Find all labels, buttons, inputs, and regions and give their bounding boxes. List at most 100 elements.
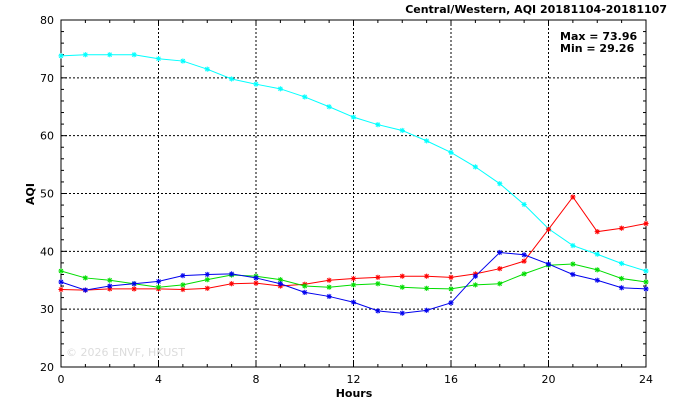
y-axis-label: AQI [24,183,37,205]
data-point [545,261,552,267]
data-point [448,286,454,292]
y-tick-label: 30 [40,303,54,316]
x-tick-label: 24 [639,373,653,386]
data-point [229,76,235,82]
data-point [204,66,210,72]
x-tick-label: 20 [542,373,556,386]
data-point [155,278,162,285]
y-tick-label: 40 [40,245,54,258]
data-point [399,127,405,134]
data-point [204,277,210,283]
data-point [521,271,527,277]
data-point [82,52,88,58]
series-group [58,52,649,316]
data-point [277,281,283,287]
y-tick-label: 50 [40,188,54,201]
data-point [180,273,186,279]
data-point [643,220,649,227]
data-point [619,260,625,267]
data-point [448,149,454,156]
data-point [570,242,576,249]
data-point [472,273,478,279]
data-point [302,283,308,289]
data-point [253,280,259,286]
data-point [448,300,454,306]
data-point [180,58,186,64]
data-point [521,201,527,208]
data-point [448,274,454,280]
data-point [399,273,405,279]
data-point [180,286,186,293]
x-axis-label: Hours [336,387,373,400]
watermark: © 2026 ENVF, HKUST [66,346,185,359]
y-tick-label: 20 [40,361,54,374]
data-point [58,53,64,59]
data-point [594,229,600,235]
data-point [594,267,600,273]
data-point [350,282,357,288]
data-point [472,164,478,170]
data-point [570,194,576,200]
data-point [326,104,332,110]
x-tick-label: 4 [155,373,162,386]
data-point [643,268,649,274]
data-point [594,277,600,283]
data-point [521,252,527,258]
data-point [350,114,357,120]
data-point [497,181,503,187]
y-tick-label: 70 [40,72,54,85]
chart-title: Central/Western, AQI 20181104-20181107 [405,3,667,16]
data-point [375,274,381,280]
tick-labels: 0 4 8 12 16 20 24 20 30 40 50 60 70 80 [40,14,653,386]
data-point [302,94,308,100]
data-point [594,251,600,257]
y-tick-label: 60 [40,130,54,143]
data-point [399,284,405,290]
data-point [277,277,283,283]
data-point [521,258,527,264]
data-point [107,283,113,289]
data-point [545,226,552,232]
data-point [107,52,113,58]
data-point [326,293,332,300]
data-point [497,249,503,256]
data-point [155,56,162,62]
data-point [472,282,478,288]
data-point [375,308,381,314]
data-point [58,286,64,293]
data-point [619,275,625,282]
data-point [107,277,113,283]
data-point [253,275,259,281]
data-point [424,273,430,279]
data-point [58,268,64,274]
y-tick-label: 80 [40,14,54,27]
data-point [350,275,357,282]
series-3 [58,249,649,316]
data-point [253,81,259,87]
data-point [424,285,430,291]
data-point [399,310,405,316]
data-point [326,284,332,290]
data-point [131,52,137,58]
data-point [58,279,64,285]
data-point [229,271,235,277]
data-point [350,299,357,305]
series-1 [58,194,649,293]
data-point [326,277,332,283]
x-tick-label: 12 [347,373,361,386]
data-point [229,281,235,287]
data-point [204,271,210,278]
data-point [497,266,503,272]
axes [60,19,647,368]
data-point [570,261,576,267]
data-point [375,281,381,287]
data-point [619,225,625,231]
data-point [204,285,210,291]
x-tick-label: 0 [58,373,65,386]
data-point [302,289,308,295]
grid-lines [61,20,646,367]
data-point [424,307,430,313]
min-stat: Min = 29.26 [560,42,635,55]
data-point [131,281,137,287]
